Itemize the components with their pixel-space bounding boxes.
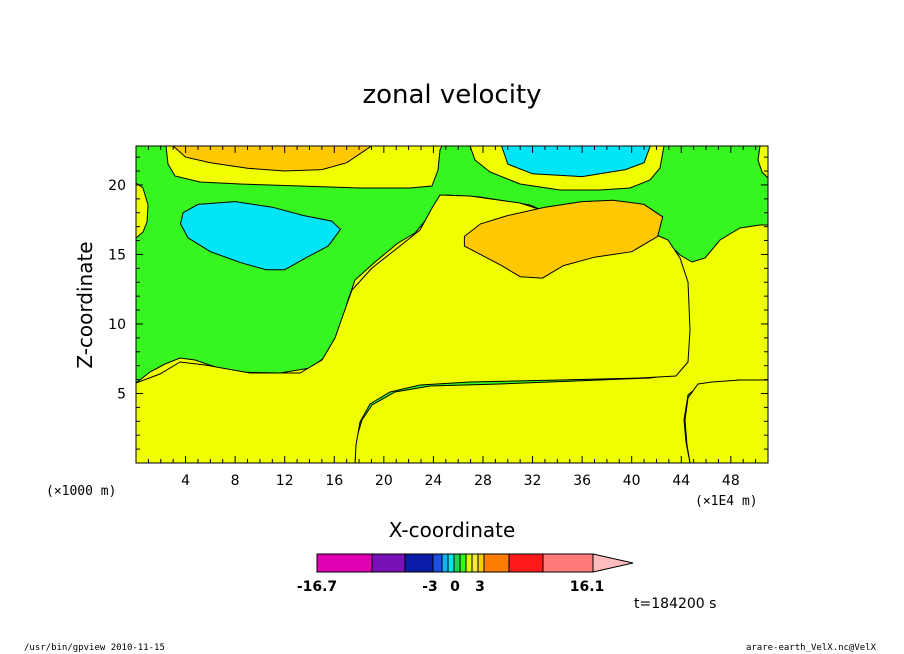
contour-regions [171,145,664,279]
colorbar-min-label: -16.7 [297,579,337,595]
time-label: t=184200 s [634,596,716,612]
colorbar-segment [316,553,373,573]
colorbar-extend-arrow [592,553,634,573]
y-tick-label: 20 [108,178,126,194]
x-tick-label: 24 [424,473,442,489]
colorbar-segment [471,553,479,573]
contour-region-5 [463,199,664,279]
colorbar-segment [453,553,461,573]
footer-left: /usr/bin/gpview 2010-11-15 [24,643,165,653]
plot-frame [135,145,769,464]
x-tick-label: 44 [672,473,690,489]
colorbar-segment [477,553,485,573]
contour-region-4 [180,201,342,271]
colorbar-max-label: 16.1 [570,579,605,595]
colorbar-segment [508,553,544,573]
x-tick-label: 4 [181,473,190,489]
colorbar-label-neg3: -3 [422,579,438,595]
colorbar-segment [432,553,443,573]
yellow-bottom-right-region [684,379,769,464]
contour-region-3 [500,145,652,178]
x-tick-label: 28 [474,473,492,489]
colorbar-segment [542,553,594,573]
y-tick-label: 15 [108,247,126,263]
colorbar-segment [447,553,455,573]
y-tick-label: 5 [117,386,126,402]
colorbar-segment [483,553,510,573]
x-tick-label: 16 [325,473,343,489]
x-tick-label: 36 [573,473,591,489]
y-tick-label: 10 [108,317,126,333]
x-tick-label: 12 [276,473,294,489]
contour-plot [135,145,769,464]
colorbar-segment [404,553,434,573]
colorbar-segment [371,553,406,573]
x-tick-label: 40 [623,473,641,489]
x-unit-label: (×1E4 m) [695,494,758,509]
y-unit-label: (×1000 m) [46,484,116,499]
x-tick-label: 32 [524,473,542,489]
colorbar [316,553,634,573]
x-tick-label: 8 [231,473,240,489]
colorbar-segment [441,553,449,573]
x-tick-label: 20 [375,473,393,489]
colorbar-segment [465,553,473,573]
y-axis: 5 10 15 20 [108,156,768,450]
colorbar-label-zero: 0 [450,579,460,595]
footer-right: arare-earth_VelX.nc@VelX [746,643,877,653]
colorbar-segment [459,553,467,573]
x-axis-label: X-coordinate [389,518,516,542]
y-axis-label: Z-coordinate [73,241,97,368]
chart-title: zonal velocity [362,80,541,110]
x-tick-label: 48 [722,473,740,489]
colorbar-label-pos3: 3 [475,579,485,595]
contour-region-1 [171,145,374,172]
x-axis: 4 8 12 16 20 24 28 32 36 40 44 48 [147,146,769,489]
